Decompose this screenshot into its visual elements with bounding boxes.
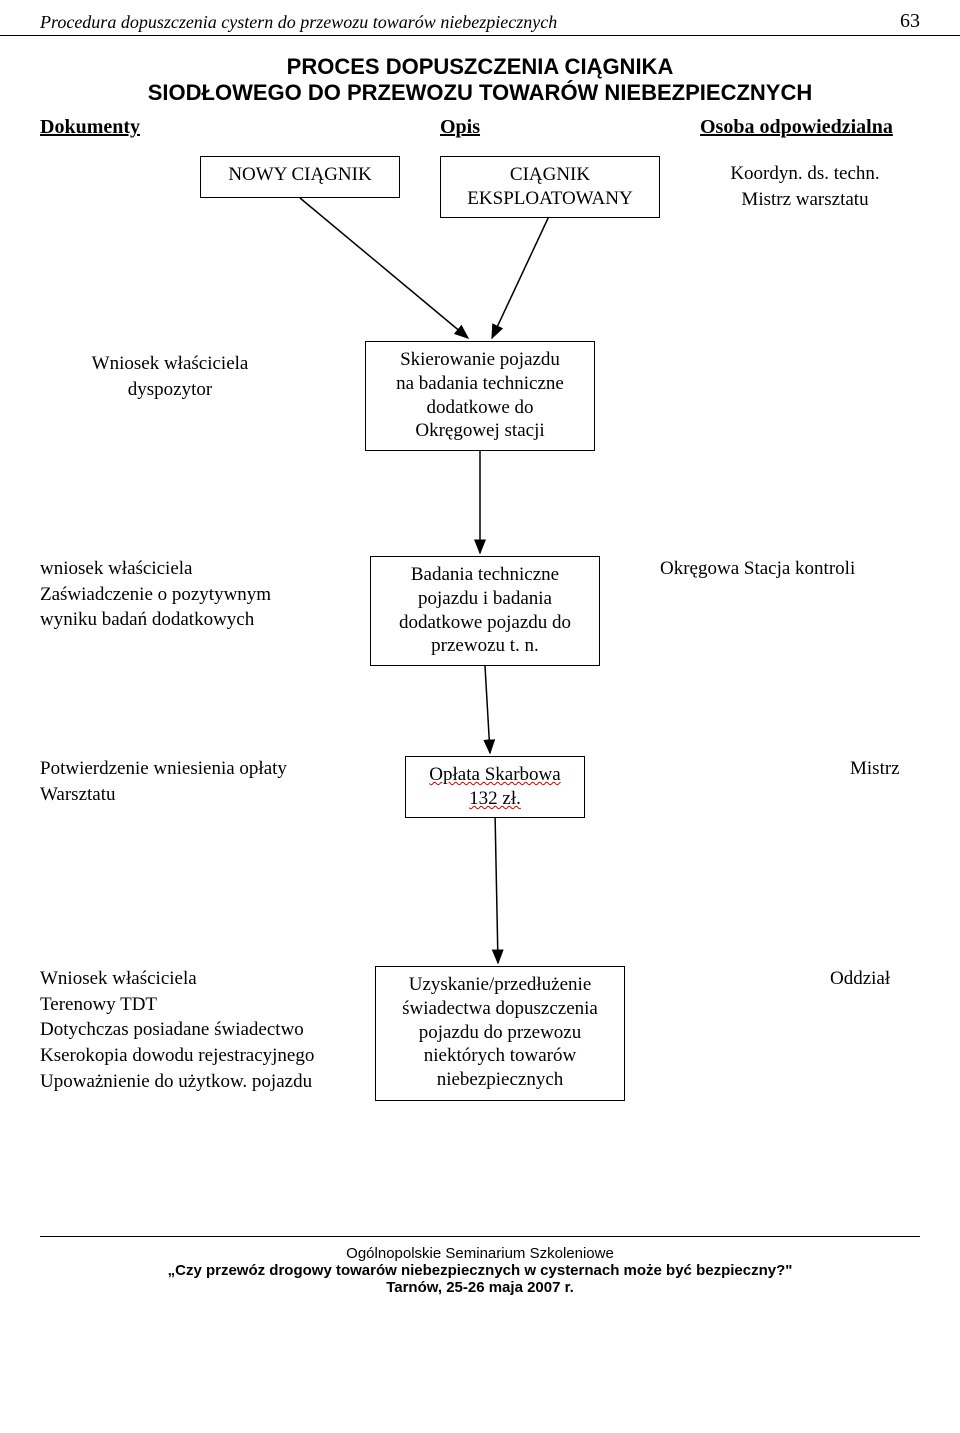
footer-line-1: Ogólnopolskie Seminarium Szkoleniowe — [40, 1245, 920, 1262]
title-line-2: SIODŁOWEGO DO PRZEWOZU TOWARÓW NIEBEZPIE… — [40, 80, 920, 106]
page-header: Procedura dopuszczenia cystern do przewo… — [0, 0, 960, 36]
responsible-note-1: Okręgowa Stacja kontroli — [660, 556, 920, 582]
main-title: PROCES DOPUSZCZENIA CIĄGNIKA SIODŁOWEGO … — [40, 54, 920, 106]
footer-line-2: „Czy przewóz drogowy towarów niebezpiecz… — [40, 1262, 920, 1279]
flow-node-n6: Uzyskanie/przedłużenieświadectwa dopuszc… — [375, 966, 625, 1101]
flowchart: Dokumenty Opis Osoba odpowiedzialna NOWY… — [40, 116, 920, 1236]
flow-node-n3: Skierowanie pojazduna badania techniczne… — [365, 341, 595, 451]
documents-note-3: Wniosek właścicielaTerenowy TDTDotychcza… — [40, 966, 380, 1094]
flow-node-n4: Badania technicznepojazdu i badaniadodat… — [370, 556, 600, 666]
col-head-description: Opis — [440, 116, 480, 139]
running-title: Procedura dopuszczenia cystern do przewo… — [40, 12, 557, 33]
col-head-responsible: Osoba odpowiedzialna — [700, 116, 893, 139]
documents-note-2: Potwierdzenie wniesienia opłatyWarsztatu — [40, 756, 360, 807]
footer-line-3: Tarnów, 25-26 maja 2007 r. — [40, 1279, 920, 1296]
responsible-note-2: Mistrz — [850, 756, 930, 782]
responsible-note-0: Koordyn. ds. techn.Mistrz warsztatu — [690, 161, 920, 212]
col-head-documents: Dokumenty — [40, 116, 140, 139]
title-line-1: PROCES DOPUSZCZENIA CIĄGNIKA — [40, 54, 920, 80]
page-footer: Ogólnopolskie Seminarium Szkoleniowe „Cz… — [40, 1236, 920, 1316]
flow-node-n1: NOWY CIĄGNIK — [200, 156, 400, 198]
documents-note-0: Wniosek właścicieladyspozytor — [45, 351, 295, 402]
documents-note-1: wniosek właścicielaZaświadczenie o pozyt… — [40, 556, 360, 633]
responsible-note-3: Oddział — [830, 966, 930, 992]
flow-node-n2: CIĄGNIKEKSPLOATOWANY — [440, 156, 660, 218]
flow-node-n5: Opłata Skarbowa132 zł. — [405, 756, 585, 818]
page-number: 63 — [900, 10, 920, 33]
